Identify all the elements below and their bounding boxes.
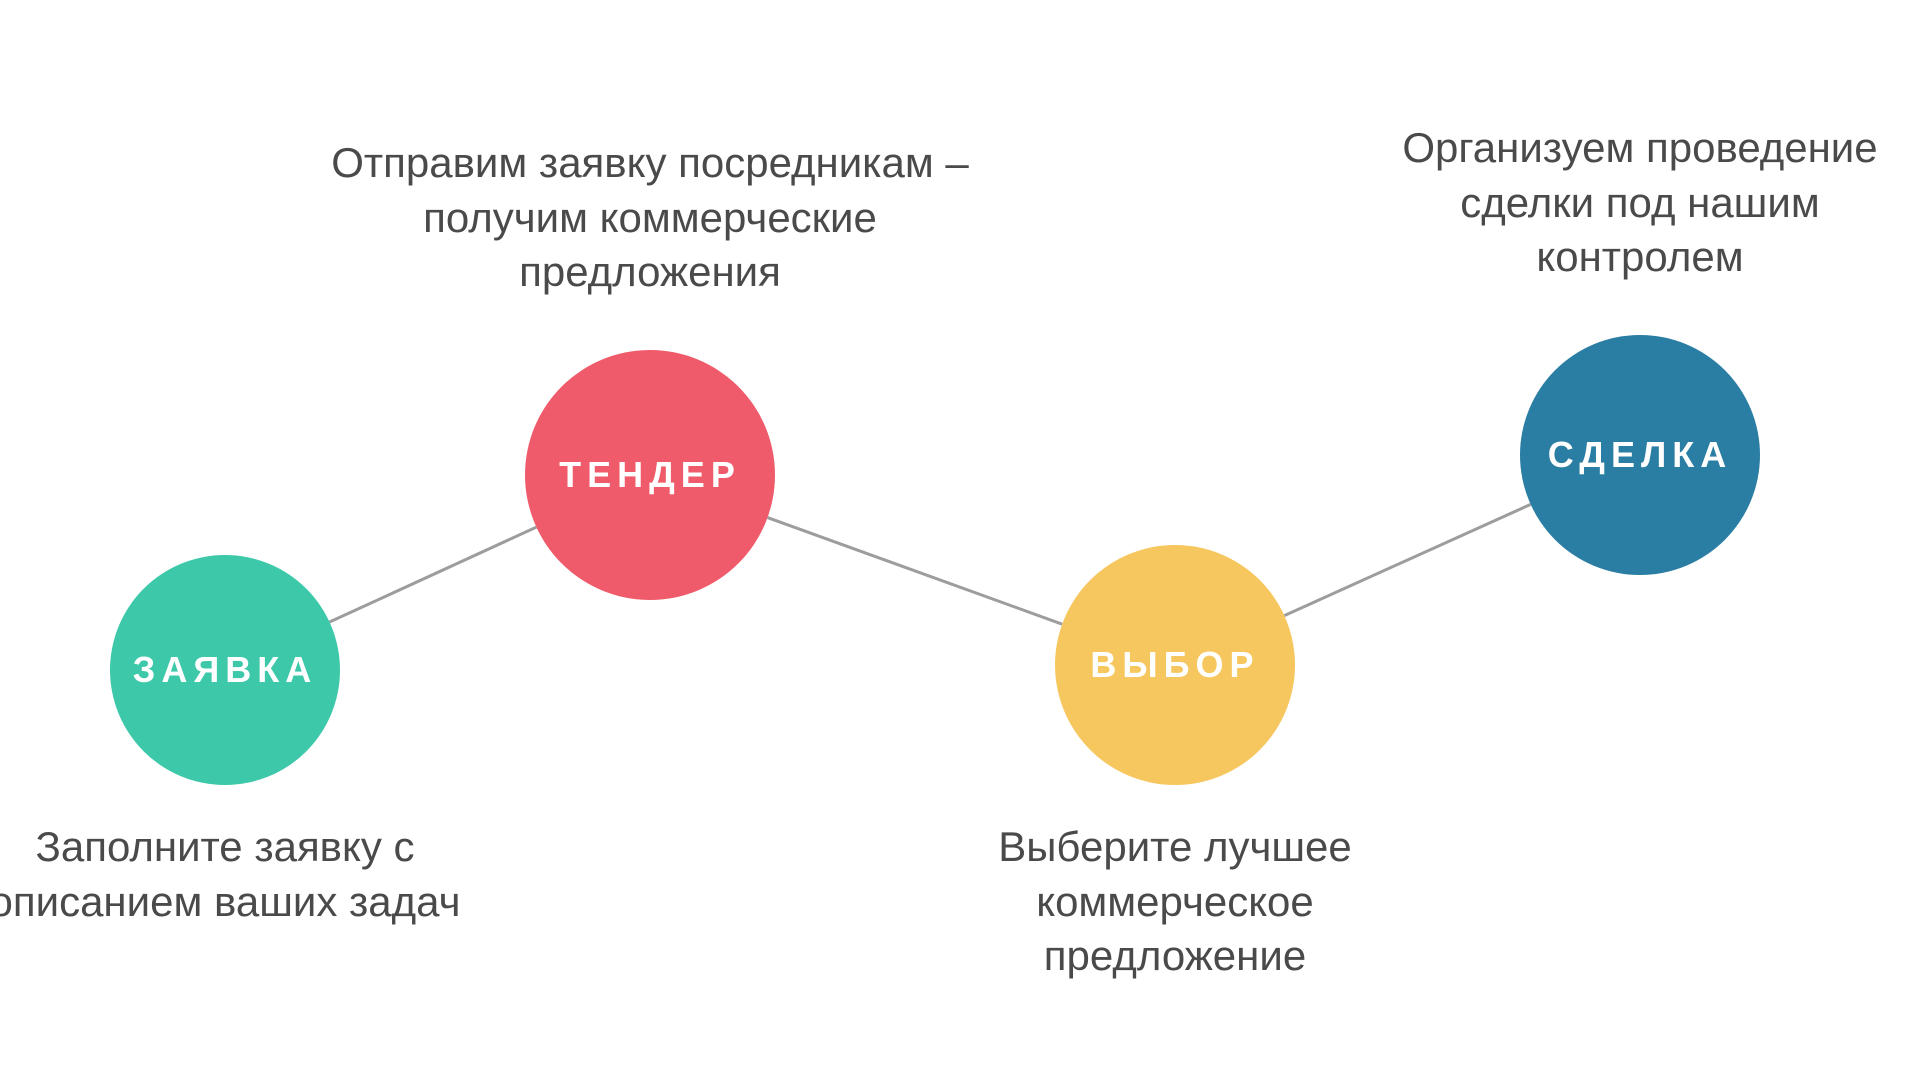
process-node-step-4: СДЕЛКА [1520,335,1760,575]
process-node-label: СДЕЛКА [1548,434,1732,476]
process-node-step-2: ТЕНДЕР [525,350,775,600]
process-node-step-3: ВЫБОР [1055,545,1295,785]
connector-line [768,518,1063,625]
process-node-label: ЗАЯВКА [133,649,317,691]
process-node-label: ВЫБОР [1090,644,1259,686]
connector-line [1284,504,1530,615]
process-caption-step-1: Заполните заявку с описанием ваших задач [0,820,475,929]
process-caption-step-4: Организуем проведение сделки под нашим к… [1360,121,1920,285]
connector-line [330,527,537,622]
process-caption-step-3: Выберите лучшее коммерческое предложение [915,820,1435,984]
process-caption-step-2: Отправим заявку посредникам – получим ко… [310,136,990,300]
process-node-step-1: ЗАЯВКА [110,555,340,785]
process-node-label: ТЕНДЕР [559,454,741,496]
process-diagram: ЗАЯВКА ТЕНДЕР ВЫБОР СДЕЛКА Заполните заявку … [0,0,1920,1080]
